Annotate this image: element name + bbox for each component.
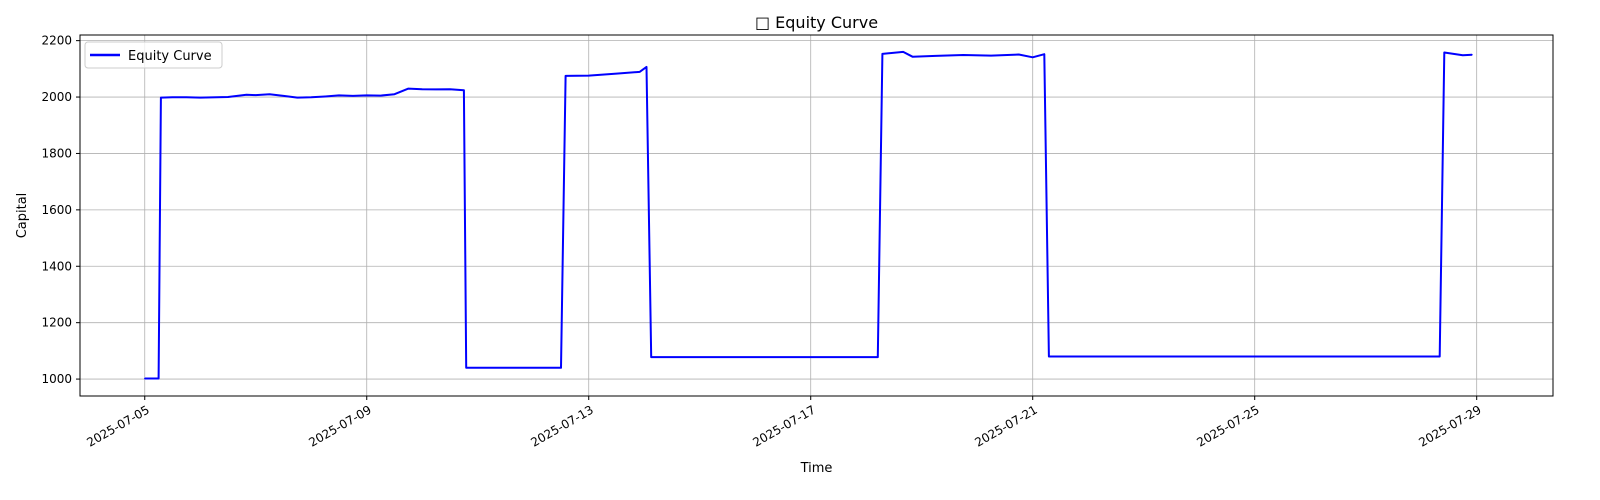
data-point — [911, 56, 914, 58]
data-point — [465, 367, 467, 369]
data-point — [877, 356, 879, 358]
legend-label: Equity Curve — [128, 49, 212, 64]
series-layer — [144, 50, 1473, 380]
grid — [80, 35, 1553, 396]
data-point — [650, 356, 652, 358]
data-point — [310, 96, 312, 98]
y-tick-label: 1600 — [41, 203, 72, 217]
data-point — [393, 93, 396, 95]
data-point — [1439, 355, 1441, 358]
data-point — [1032, 56, 1034, 58]
legend: Equity Curve — [84, 41, 223, 69]
y-tick-label: 2000 — [41, 90, 72, 104]
data-point — [269, 93, 271, 95]
data-point — [881, 53, 884, 55]
data-point — [296, 97, 298, 99]
data-point — [380, 95, 382, 97]
data-point — [645, 66, 648, 68]
data-point — [1043, 53, 1045, 55]
data-point — [158, 377, 160, 380]
data-point — [1018, 53, 1020, 56]
data-point — [338, 94, 340, 96]
y-axis-label: Capital — [15, 193, 30, 239]
data-point — [160, 97, 162, 99]
data-point — [962, 54, 964, 56]
data-point — [435, 88, 437, 90]
y-tick-label: 1800 — [41, 146, 72, 160]
data-point — [1462, 54, 1464, 56]
data-point — [463, 89, 465, 91]
data-point — [171, 96, 174, 98]
data-point — [935, 55, 937, 57]
data-point — [185, 96, 187, 98]
chart-title: □ Equity Curve — [755, 13, 878, 32]
data-point — [366, 94, 368, 96]
data-point — [639, 71, 641, 73]
data-point — [588, 75, 590, 77]
y-tick-label: 2200 — [41, 34, 72, 48]
data-point — [255, 94, 257, 96]
data-point — [1048, 355, 1050, 358]
data-point — [565, 75, 567, 77]
legend-box — [84, 41, 223, 69]
x-axis-label: Time — [800, 461, 833, 476]
data-point — [245, 94, 248, 96]
data-point — [615, 73, 618, 75]
data-point — [407, 88, 409, 90]
data-point — [227, 96, 229, 98]
y-tick-label: 1000 — [41, 372, 72, 386]
data-point — [421, 88, 423, 90]
data-point — [1471, 54, 1473, 56]
data-point — [1443, 51, 1445, 54]
data-point — [352, 95, 354, 97]
y-tick-label: 1400 — [41, 259, 72, 273]
data-point — [324, 95, 326, 98]
data-point — [144, 377, 146, 380]
data-point — [902, 51, 904, 53]
data-point — [990, 55, 992, 57]
y-tick-label: 1200 — [41, 316, 72, 330]
data-point — [560, 367, 562, 369]
data-point — [199, 97, 201, 99]
data-point — [282, 95, 285, 97]
plot-frame — [79, 34, 1554, 397]
data-point — [449, 88, 451, 90]
